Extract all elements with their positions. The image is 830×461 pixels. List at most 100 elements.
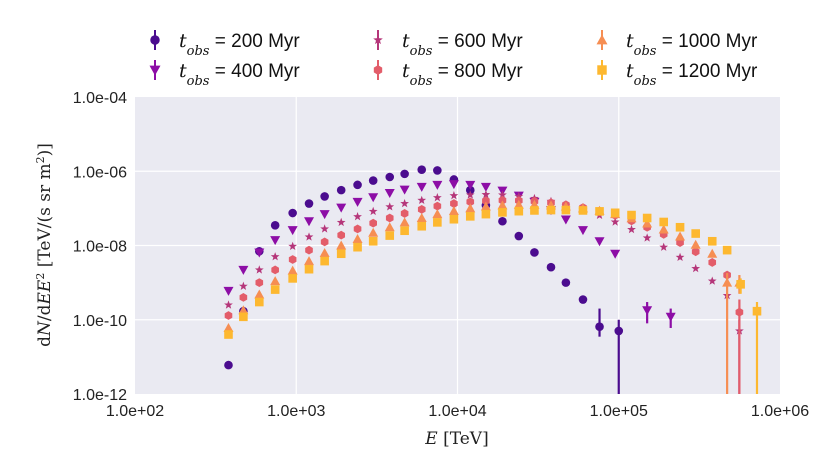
- data-point: [642, 218, 653, 228]
- data-point: [675, 231, 686, 241]
- data-point: [384, 188, 395, 198]
- data-point: [417, 204, 426, 214]
- data-point: [481, 190, 491, 199]
- data-point: [224, 311, 233, 320]
- data-point: [400, 226, 409, 236]
- data-point: [610, 208, 620, 218]
- data-point: [287, 265, 298, 275]
- data-point: [304, 264, 314, 274]
- data-point: [595, 207, 604, 216]
- data-point: [707, 248, 718, 258]
- data-point: [482, 196, 490, 206]
- data-point: [352, 233, 363, 243]
- data-point: [498, 190, 507, 199]
- data-point: [304, 232, 314, 241]
- data-point: [224, 330, 233, 339]
- data-point: [254, 248, 265, 258]
- data-point: [400, 169, 409, 179]
- data-point: [546, 262, 556, 272]
- data-point: [432, 193, 442, 202]
- data-point: [270, 285, 280, 294]
- data-point: [353, 212, 362, 221]
- data-point: [353, 180, 362, 190]
- data-point: [465, 185, 475, 195]
- data-point: [722, 245, 732, 255]
- data-point: [399, 185, 410, 195]
- data-point: [304, 217, 315, 227]
- data-point: [319, 247, 330, 257]
- data-point: [450, 199, 458, 208]
- data-point: [659, 242, 669, 251]
- data-point: [353, 224, 362, 234]
- data-point: [288, 241, 298, 251]
- legend-label: tobs = 400 Myr: [179, 60, 300, 89]
- data-point: [594, 237, 605, 247]
- data-point: [433, 201, 442, 211]
- x-tick-label: 1.0e+06: [751, 403, 809, 420]
- data-point: [417, 221, 427, 231]
- data-point: [337, 230, 346, 240]
- legend-marker: [597, 65, 607, 75]
- data-point: [270, 252, 280, 261]
- legend-item: tobs = 1200 Myr: [597, 60, 758, 89]
- data-point: [448, 180, 459, 190]
- data-point: [320, 224, 330, 233]
- data-point: [577, 226, 588, 236]
- data-point: [498, 195, 507, 205]
- legend-item: tobs = 1000 Myr: [596, 30, 758, 59]
- legend-item: tobs = 600 Myr: [373, 30, 523, 59]
- data-point: [400, 198, 409, 208]
- data-point: [752, 306, 762, 316]
- legend-label: tobs = 1200 Myr: [626, 60, 758, 89]
- data-point: [400, 209, 409, 218]
- x-tick-label: 1.0e+02: [106, 403, 164, 420]
- data-point: [514, 191, 524, 201]
- data-point: [690, 239, 701, 249]
- data-point: [610, 217, 620, 226]
- data-point: [368, 176, 378, 185]
- data-point: [561, 205, 571, 215]
- data-point: [432, 180, 443, 190]
- data-point: [270, 221, 280, 230]
- data-point: [465, 190, 475, 199]
- data-point: [659, 217, 668, 227]
- data-point: [288, 274, 297, 283]
- data-point: [514, 206, 524, 216]
- data-point: [675, 252, 685, 262]
- data-point: [480, 201, 491, 211]
- data-point: [578, 295, 588, 304]
- data-point: [369, 218, 377, 228]
- data-point: [658, 224, 669, 234]
- data-point: [223, 286, 234, 296]
- x-axis: 1.0e+02 1.0e+03 1.0e+04 1.0e+05 1.0e+06: [106, 403, 809, 420]
- data-point: [614, 326, 624, 336]
- legend-marker: [373, 65, 383, 75]
- y-tick-label: 1.0e-12: [73, 387, 127, 404]
- data-point: [336, 240, 347, 250]
- data-point: [224, 360, 233, 370]
- data-point: [498, 208, 507, 217]
- data-point: [610, 249, 621, 259]
- data-point: [238, 305, 249, 315]
- legend-marker: [596, 34, 608, 45]
- data-point: [722, 277, 733, 287]
- legend-label: tobs = 200 Myr: [179, 30, 300, 59]
- y-tick-label: 1.0e-10: [73, 313, 127, 330]
- data-point: [384, 222, 395, 232]
- data-point: [735, 307, 744, 317]
- legend-item: tobs = 200 Myr: [150, 30, 300, 59]
- data-point: [385, 231, 395, 240]
- data-point: [691, 229, 700, 238]
- x-tick-label: 1.0e+05: [590, 403, 648, 420]
- data-point: [271, 265, 279, 275]
- data-point: [254, 297, 264, 307]
- data-point: [336, 185, 346, 195]
- data-point: [287, 226, 298, 236]
- data-point: [385, 202, 395, 211]
- data-point: [708, 258, 717, 267]
- legend-marker: [149, 65, 161, 76]
- legend-item: tobs = 800 Myr: [373, 60, 523, 89]
- x-tick-label: 1.0e+04: [428, 403, 486, 420]
